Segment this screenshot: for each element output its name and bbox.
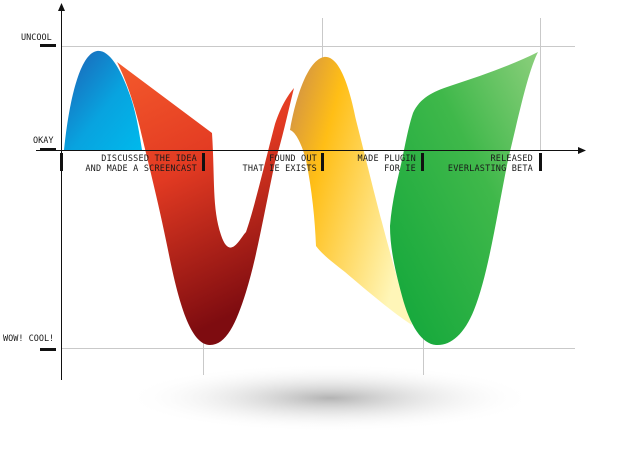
milestone-m4-line1: RELEASED — [490, 154, 533, 164]
red-wave — [117, 62, 294, 345]
y-label-uncool: UNCOOL — [21, 33, 52, 43]
milestone-tick-m1 — [202, 153, 205, 171]
milestone-m3-line2: FOR IE — [384, 164, 416, 174]
tick-okay — [40, 148, 56, 151]
milestone-tick-start — [60, 153, 63, 171]
axes — [36, 3, 586, 380]
milestone-ticks — [60, 153, 542, 171]
milestone-m2-line2: THAT IE EXISTS — [243, 164, 317, 174]
milestone-m4-line2: EVERLASTING BETA — [448, 164, 533, 174]
y-label-wow: WOW! COOL! — [3, 334, 54, 344]
milestone-m1-line1: DISCUSSED THE IDEA — [101, 154, 197, 164]
shadow — [125, 364, 535, 432]
milestone-tick-m2 — [321, 153, 324, 171]
tick-uncool — [40, 44, 56, 47]
milestone-m1-line2: AND MADE A SCREENCAST — [85, 164, 197, 174]
milestone-tick-m3 — [421, 153, 424, 171]
green-wave — [390, 52, 538, 346]
x-axis-arrow — [578, 147, 586, 154]
milestone-m3-line1: MADE PLUGIN — [358, 154, 417, 164]
y-level-ticks — [40, 44, 56, 351]
yellow-wave — [290, 56, 412, 326]
y-axis-arrow — [58, 3, 65, 11]
blue-wave — [64, 50, 142, 150]
tick-wow — [40, 348, 56, 351]
milestone-m2-line1: FOUND OUT — [269, 154, 317, 164]
milestone-tick-m4 — [539, 153, 542, 171]
y-label-okay: OKAY — [33, 136, 53, 146]
